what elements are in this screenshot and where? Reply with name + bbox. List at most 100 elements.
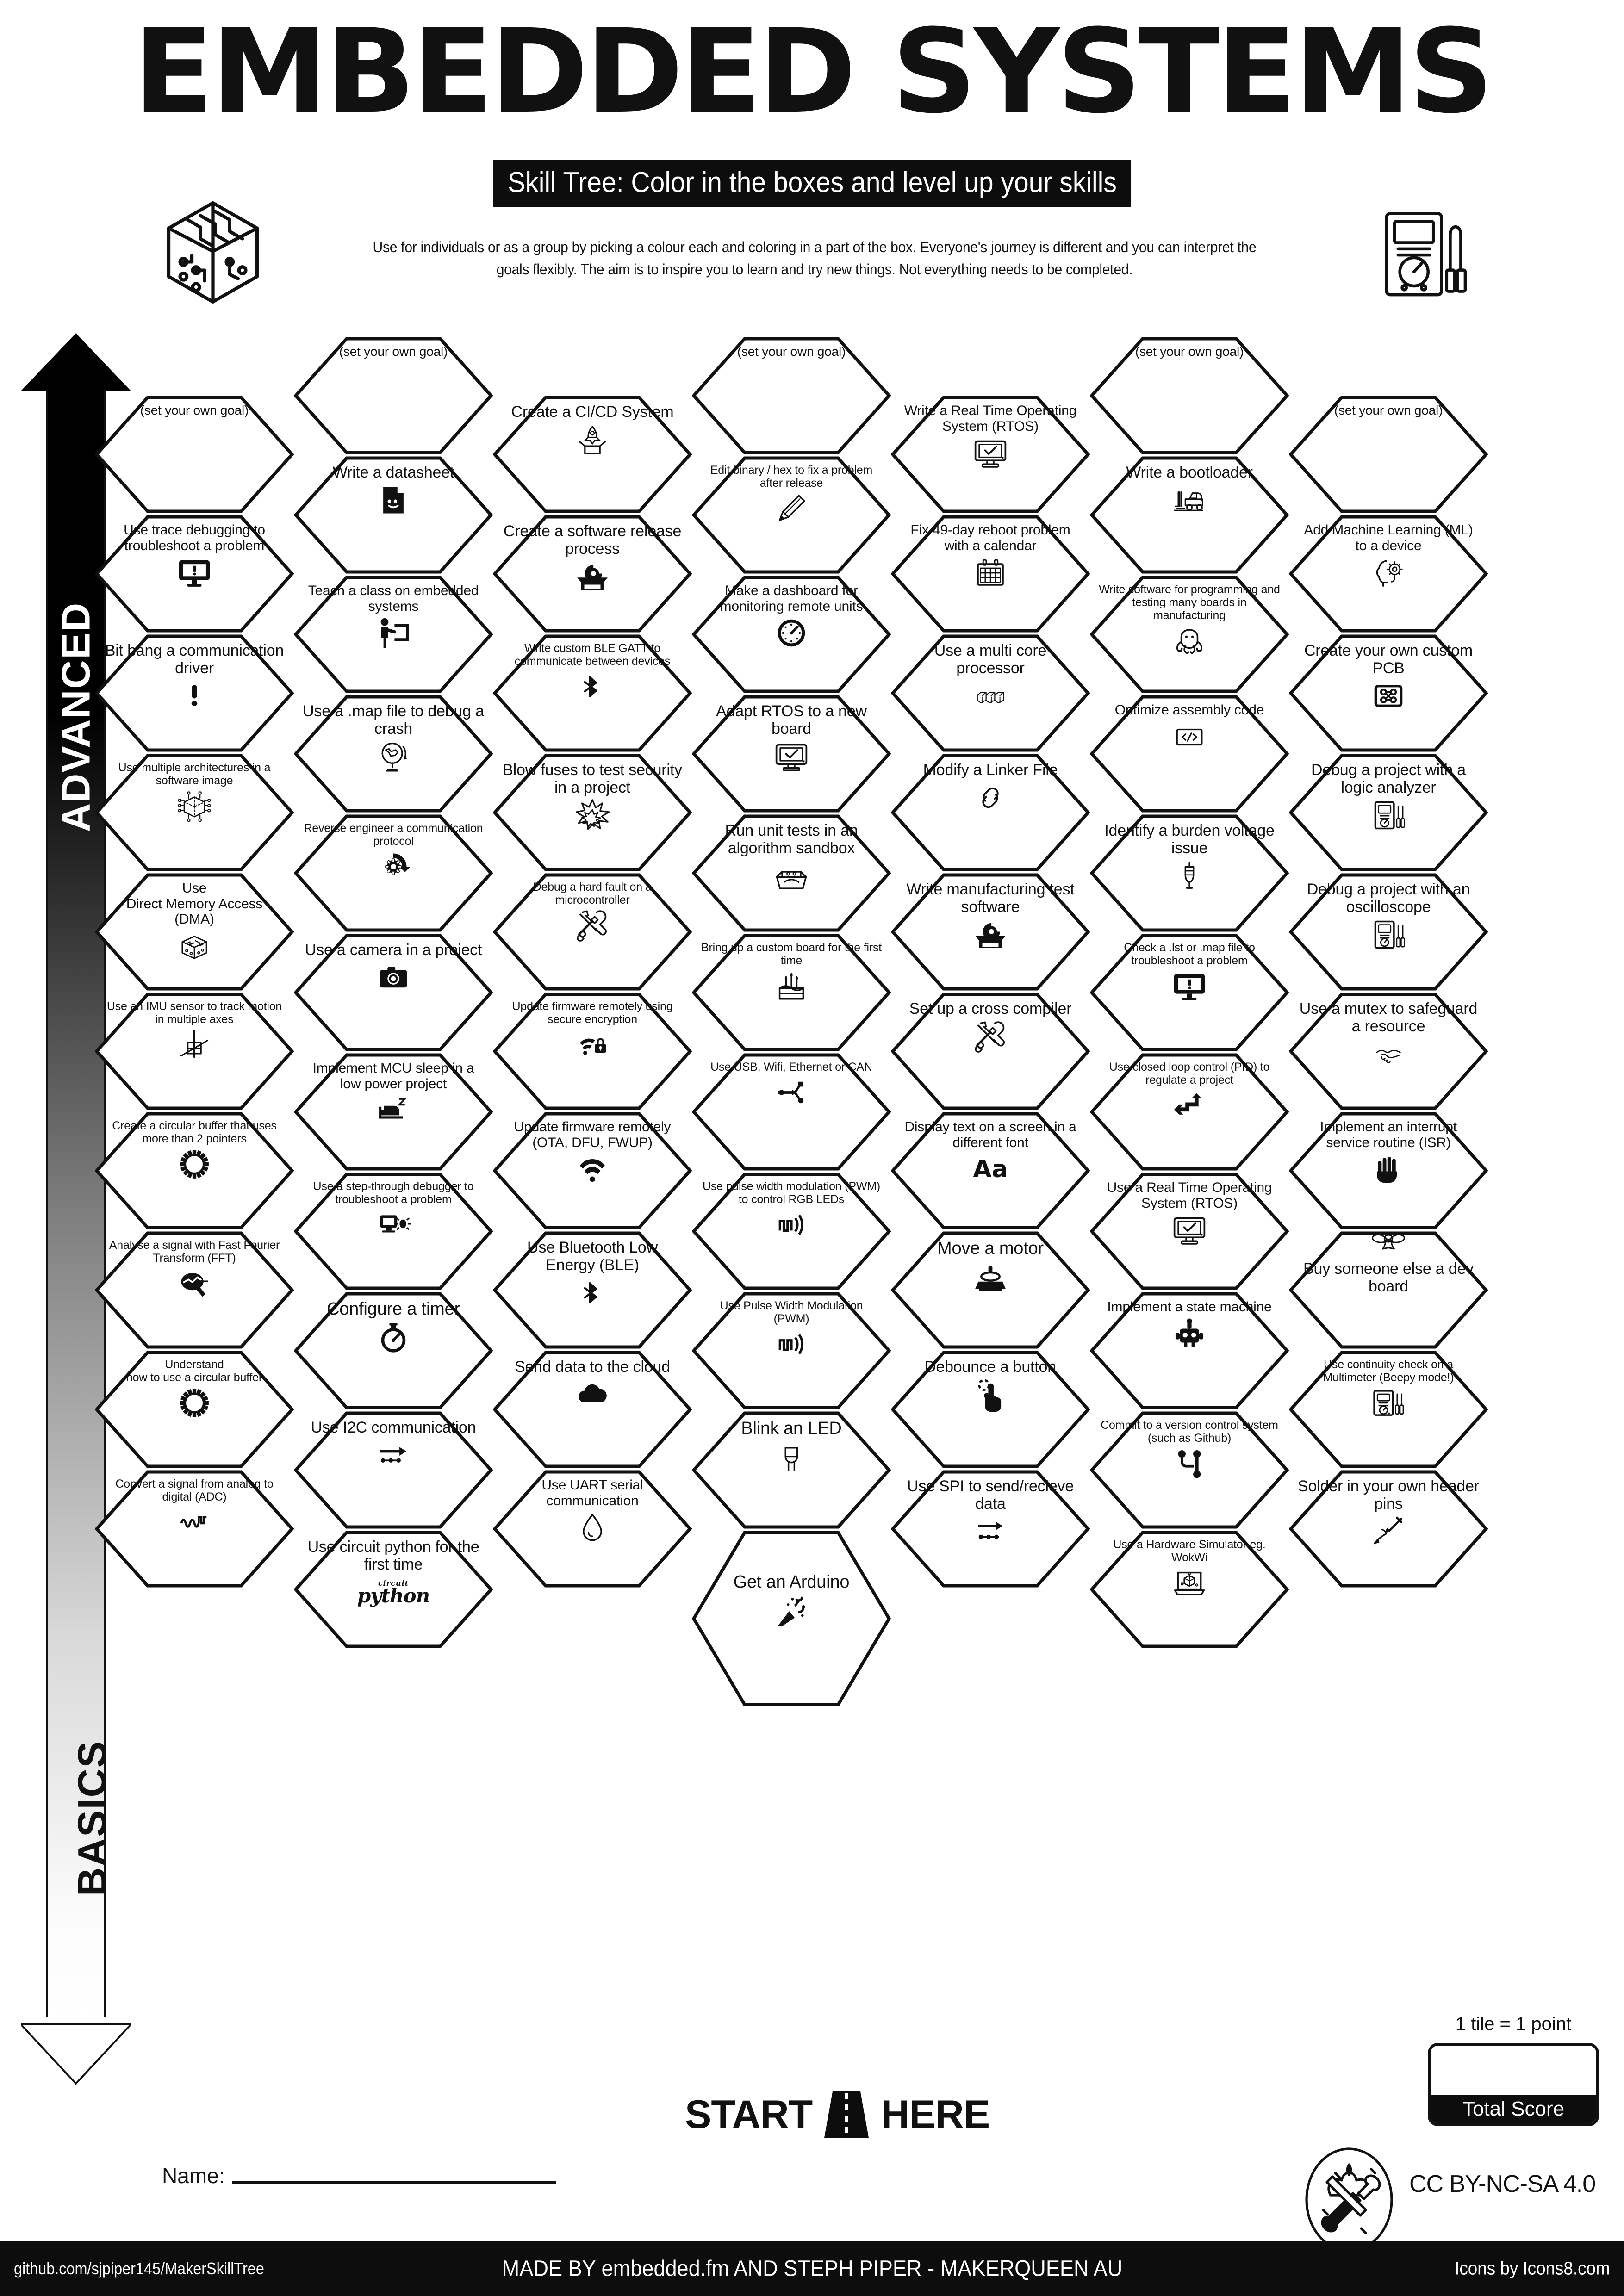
hex-tile[interactable]: Blow fuses to test security in a project bbox=[493, 754, 692, 871]
hex-tile[interactable]: Use I2C communication bbox=[294, 1411, 493, 1529]
hex-tile[interactable]: Convert a signal from analog to digital … bbox=[95, 1470, 294, 1588]
hex-tile[interactable]: Send data to the cloud bbox=[493, 1351, 692, 1468]
hex-tile[interactable]: (set your own goal) bbox=[294, 337, 493, 454]
hex-tile[interactable]: Create a software release process bbox=[493, 515, 692, 633]
name-field-row[interactable]: Name: bbox=[162, 2163, 556, 2188]
hex-tile[interactable]: Use a step-through debugger to troublesh… bbox=[294, 1173, 493, 1290]
hex-tile[interactable]: (set your own goal) bbox=[95, 396, 294, 513]
hex-tile-label: Write custom BLE GATT to communicate bet… bbox=[514, 642, 671, 668]
hex-tile[interactable]: Use Direct Memory Access (DMA) bbox=[95, 873, 294, 991]
font-Aa-icon: Aa bbox=[973, 1155, 1008, 1184]
hex-tile-label: Use a step-through debugger to troublesh… bbox=[313, 1180, 474, 1206]
hex-tile[interactable]: Debug a project with an oscilloscope bbox=[1289, 873, 1488, 991]
hex-tile[interactable]: Run unit tests in an algorithm sandbox bbox=[692, 814, 891, 932]
hex-tile[interactable]: (set your own goal) bbox=[692, 337, 891, 454]
hex-tile[interactable]: Edit binary / hex to fix a problem after… bbox=[692, 456, 891, 574]
motor-icon bbox=[972, 1260, 1009, 1295]
hex-tile[interactable]: Fix 49-day reboot problem with a calenda… bbox=[891, 515, 1090, 633]
hex-tile[interactable]: Bring up a custom board for the first ti… bbox=[692, 934, 891, 1051]
hex-tile[interactable]: Set up a cross compiler bbox=[891, 993, 1090, 1110]
hex-tile[interactable]: Optimize assembly code bbox=[1090, 695, 1289, 813]
hex-tile-label: Use an IMU sensor to track motion in mul… bbox=[106, 1000, 282, 1026]
hex-tile[interactable]: Update firmware remotely using secure en… bbox=[493, 993, 692, 1110]
hex-tile[interactable]: Write a Real Time Operating System (RTOS… bbox=[891, 396, 1090, 513]
total-score-box[interactable]: Total Score bbox=[1428, 2043, 1599, 2126]
hex-tile[interactable]: Write custom BLE GATT to communicate bet… bbox=[493, 634, 692, 752]
hex-tile[interactable]: Add Machine Learning (ML) to a device bbox=[1289, 515, 1488, 633]
hex-tile[interactable]: Write a bootloader bbox=[1090, 456, 1289, 574]
hex-tile[interactable]: Write manufacturing test software bbox=[891, 873, 1090, 991]
hex-tile[interactable]: Modify a Linker File bbox=[891, 754, 1090, 871]
footer-icons-credit[interactable]: Icons by Icons8.com bbox=[1455, 2258, 1610, 2279]
hex-tile[interactable]: Teach a class on embedded systems bbox=[294, 576, 493, 693]
hex-tile[interactable]: Understand how to use a circular buffer bbox=[95, 1351, 294, 1468]
handshake-icon bbox=[1368, 1037, 1409, 1071]
hex-tile[interactable]: Buy someone else a dev board bbox=[1289, 1231, 1488, 1349]
hex-tile[interactable]: Display text on a screen in a different … bbox=[891, 1112, 1090, 1229]
hex-tile[interactable]: Update firmware remotely (OTA, DFU, FWUP… bbox=[493, 1112, 692, 1229]
hex-tile[interactable]: Use SPI to send/recieve data bbox=[891, 1470, 1090, 1588]
octopus-icon bbox=[1170, 624, 1209, 658]
footer-github-link[interactable]: github.com/sjpiper145/MakerSkillTree bbox=[14, 2259, 264, 2278]
hex-tile[interactable]: Use a Real Time Operating System (RTOS) bbox=[1090, 1173, 1289, 1290]
hex-tile[interactable]: Create a circular buffer that uses more … bbox=[95, 1112, 294, 1229]
hex-tile-label: Create a CI/CD System bbox=[511, 403, 674, 421]
name-input-rule[interactable] bbox=[232, 2181, 556, 2184]
hex-tile[interactable]: Use pulse width modulation (PWM) to cont… bbox=[692, 1173, 891, 1290]
hex-tile[interactable]: Use a multi core processor bbox=[891, 634, 1090, 752]
git-branch-icon bbox=[1171, 1446, 1207, 1481]
circular-buffer-icon bbox=[177, 1147, 212, 1181]
hex-tile-label: Use Bluetooth Low Energy (BLE) bbox=[527, 1239, 658, 1274]
hex-tile-label: Set up a cross compiler bbox=[909, 1000, 1072, 1018]
hex-tile[interactable]: Use USB, Wifi, Ethernet or CAN bbox=[692, 1053, 891, 1171]
hex-tile[interactable]: Identify a burden voltage issue bbox=[1090, 814, 1289, 932]
hex-tile[interactable]: Use Bluetooth Low Energy (BLE) bbox=[493, 1231, 692, 1349]
hex-tile[interactable]: Write a datasheet bbox=[294, 456, 493, 574]
hex-tile[interactable]: Implement an interrupt service routine (… bbox=[1289, 1112, 1488, 1229]
hex-tile[interactable]: Solder in your own header pins bbox=[1289, 1470, 1488, 1588]
hex-tile[interactable]: Debug a project with a logic analyzer bbox=[1289, 754, 1488, 871]
hex-tile-label: Use a multi core processor bbox=[934, 642, 1047, 677]
hex-tile[interactable]: Use UART serial communication bbox=[493, 1470, 692, 1588]
hex-tile[interactable]: Debounce a button bbox=[891, 1351, 1090, 1468]
fuse-icon bbox=[1173, 859, 1206, 893]
hex-tile[interactable]: Use a Hardware Simulator eg. WokWi bbox=[1090, 1531, 1289, 1648]
hex-tile[interactable]: Use an IMU sensor to track motion in mul… bbox=[95, 993, 294, 1110]
hex-tile[interactable]: Implement MCU sleep in a low power proje… bbox=[294, 1053, 493, 1171]
hex-tile-label: Get an Arduino bbox=[733, 1572, 850, 1592]
multimeter-icon bbox=[1370, 1386, 1406, 1420]
monitor-alert-icon bbox=[1172, 969, 1207, 1003]
hex-tile[interactable]: Bit bang a communication driver bbox=[95, 634, 294, 752]
hex-tile[interactable]: Adapt RTOS to a new board bbox=[692, 695, 891, 813]
hex-tile[interactable]: Use a mutex to safeguard a resource bbox=[1289, 993, 1488, 1110]
hex-tile[interactable]: Use a camera in a project bbox=[294, 934, 493, 1051]
hex-tile[interactable]: Create a CI/CD System bbox=[493, 396, 692, 513]
hex-tile[interactable]: Use closed loop control (PID) to regulat… bbox=[1090, 1053, 1289, 1171]
hex-tile-label: Use Pulse Width Modulation (PWM) bbox=[720, 1299, 863, 1325]
hex-tile[interactable]: Write software for programming and testi… bbox=[1090, 576, 1289, 693]
hex-tile[interactable]: Blink an LED bbox=[692, 1411, 891, 1529]
hex-tile[interactable]: Use continuity check on a Multimeter (Be… bbox=[1289, 1351, 1488, 1468]
hex-tile[interactable]: Reverse engineer a communication protoco… bbox=[294, 814, 493, 932]
hex-tile[interactable]: Configure a timer bbox=[294, 1292, 493, 1409]
hex-tile[interactable]: (set your own goal) bbox=[1289, 396, 1488, 513]
hex-tile[interactable]: Commit to a version control system (such… bbox=[1090, 1411, 1289, 1529]
hex-tile[interactable]: Implement a state machine bbox=[1090, 1292, 1289, 1409]
teacher-board-icon bbox=[375, 616, 412, 650]
hex-tile[interactable]: Use multiple architectures in a software… bbox=[95, 754, 294, 871]
hex-tile-label: Use circuit python for the first time bbox=[307, 1538, 479, 1574]
hex-tile-label: Configure a timer bbox=[326, 1299, 460, 1319]
hex-tile[interactable]: Use a .map file to debug a crash bbox=[294, 695, 493, 813]
hex-tile[interactable]: Debug a hard fault on a microcontroller bbox=[493, 873, 692, 991]
hex-tile[interactable]: Use Pulse Width Modulation (PWM) bbox=[692, 1292, 891, 1409]
hex-tile[interactable]: (set your own goal) bbox=[1090, 337, 1289, 454]
hex-tile[interactable]: Create your own custom PCB bbox=[1289, 634, 1488, 752]
hex-tile[interactable]: Move a motor bbox=[891, 1231, 1090, 1349]
hex-tile[interactable]: Check a .lst or .map file to troubleshoo… bbox=[1090, 934, 1289, 1051]
hex-tile[interactable]: Make a dashboard for monitoring remote u… bbox=[692, 576, 891, 693]
party-popper-icon bbox=[773, 1594, 810, 1628]
hex-tile[interactable]: Use trace debugging to troubleshoot a pr… bbox=[95, 515, 294, 633]
hex-tile[interactable]: Analyse a signal with Fast Fourier Trans… bbox=[95, 1231, 294, 1349]
hex-tile-start[interactable]: Get an Arduino bbox=[692, 1531, 891, 1706]
hex-tile[interactable]: Use circuit python for the first time ci… bbox=[294, 1531, 493, 1648]
